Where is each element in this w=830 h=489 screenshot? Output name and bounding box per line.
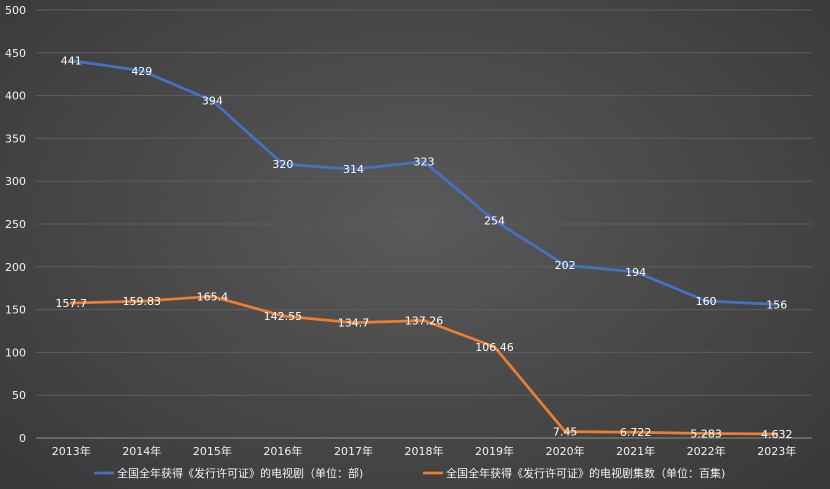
data-point bbox=[775, 302, 779, 306]
data-point bbox=[634, 270, 638, 274]
data-label: 194 bbox=[625, 266, 646, 279]
data-label: 314 bbox=[343, 163, 364, 176]
data-label: 134.7 bbox=[338, 317, 370, 330]
x-tick-label: 2013年 bbox=[52, 444, 91, 458]
data-point bbox=[140, 69, 144, 73]
data-label: 320 bbox=[272, 158, 293, 171]
data-point bbox=[351, 167, 355, 171]
data-point bbox=[493, 219, 497, 223]
data-label: 6.722 bbox=[620, 426, 652, 439]
data-point bbox=[563, 263, 567, 267]
y-tick-label: 350 bbox=[5, 132, 26, 145]
data-label: 441 bbox=[61, 55, 82, 68]
y-tick-label: 500 bbox=[5, 4, 26, 17]
data-point bbox=[210, 99, 214, 103]
y-tick-label: 50 bbox=[12, 389, 26, 402]
data-label: 323 bbox=[414, 156, 435, 169]
y-tick-label: 450 bbox=[5, 47, 26, 60]
data-point bbox=[351, 321, 355, 325]
y-tick-label: 300 bbox=[5, 175, 26, 188]
data-point bbox=[210, 294, 214, 298]
y-tick-label: 100 bbox=[5, 346, 26, 359]
y-tick-label: 200 bbox=[5, 261, 26, 274]
x-axis: 2013年 2014年 2015年 2016年 2017年 2018年 2019年 2020年… bbox=[52, 444, 796, 458]
x-tick-label: 2020年 bbox=[546, 444, 585, 458]
x-tick-label: 2015年 bbox=[193, 444, 232, 458]
data-label: 159.83 bbox=[123, 295, 162, 308]
data-point bbox=[493, 345, 497, 349]
series-line-1 bbox=[69, 59, 779, 306]
legend-label: 全国全年获得《发行许可证》的电视剧集数（单位：百集) bbox=[446, 466, 725, 480]
x-tick-label: 2017年 bbox=[334, 444, 373, 458]
x-tick-label: 2022年 bbox=[687, 444, 726, 458]
data-label: 202 bbox=[555, 259, 576, 272]
data-point bbox=[281, 314, 285, 318]
data-point bbox=[704, 299, 708, 303]
data-point bbox=[775, 432, 779, 436]
legend-label: 全国全年获得《发行许可证》的电视剧（单位：部) bbox=[117, 466, 363, 480]
x-tick-label: 2023年 bbox=[757, 444, 796, 458]
data-point bbox=[422, 160, 426, 164]
data-label: 142.55 bbox=[264, 310, 303, 323]
legend: 全国全年获得《发行许可证》的电视剧（单位：部) 全国全年获得《发行许可证》的电视剧… bbox=[94, 466, 725, 480]
y-axis: 0 50 100 150 200 250 300 350 400 450 500 bbox=[5, 4, 26, 445]
series-lines bbox=[69, 59, 779, 436]
data-point bbox=[281, 162, 285, 166]
data-label: 4.632 bbox=[761, 428, 793, 441]
y-tick-label: 250 bbox=[5, 218, 26, 231]
data-label: 160 bbox=[696, 295, 717, 308]
x-tick-label: 2016年 bbox=[263, 444, 302, 458]
data-label: 254 bbox=[484, 215, 505, 228]
y-tick-label: 400 bbox=[5, 90, 26, 103]
x-tick-label: 2019年 bbox=[475, 444, 514, 458]
data-point bbox=[704, 431, 708, 435]
data-label: 429 bbox=[131, 65, 152, 78]
gridlines bbox=[36, 9, 812, 439]
data-point bbox=[69, 59, 73, 63]
data-point bbox=[69, 301, 73, 305]
data-point bbox=[563, 430, 567, 434]
y-tick-label: 0 bbox=[19, 432, 26, 445]
data-point bbox=[422, 319, 426, 323]
data-label: 106.46 bbox=[475, 341, 514, 354]
data-label: 165.4 bbox=[197, 290, 229, 303]
data-labels: 441 429 394 320 314 323 254 202 194 160 156 157.7 15… bbox=[56, 55, 793, 442]
data-label: 394 bbox=[202, 95, 223, 108]
data-label: 7.45 bbox=[553, 426, 578, 439]
y-tick-label: 150 bbox=[5, 304, 26, 317]
data-point bbox=[140, 299, 144, 303]
data-label: 156 bbox=[766, 298, 787, 311]
x-tick-label: 2018年 bbox=[405, 444, 444, 458]
data-label: 137.26 bbox=[405, 315, 444, 328]
data-point bbox=[634, 430, 638, 434]
data-label: 157.7 bbox=[56, 297, 88, 310]
data-label: 5.283 bbox=[690, 427, 722, 440]
x-tick-label: 2021年 bbox=[616, 444, 655, 458]
x-tick-label: 2014年 bbox=[122, 444, 161, 458]
